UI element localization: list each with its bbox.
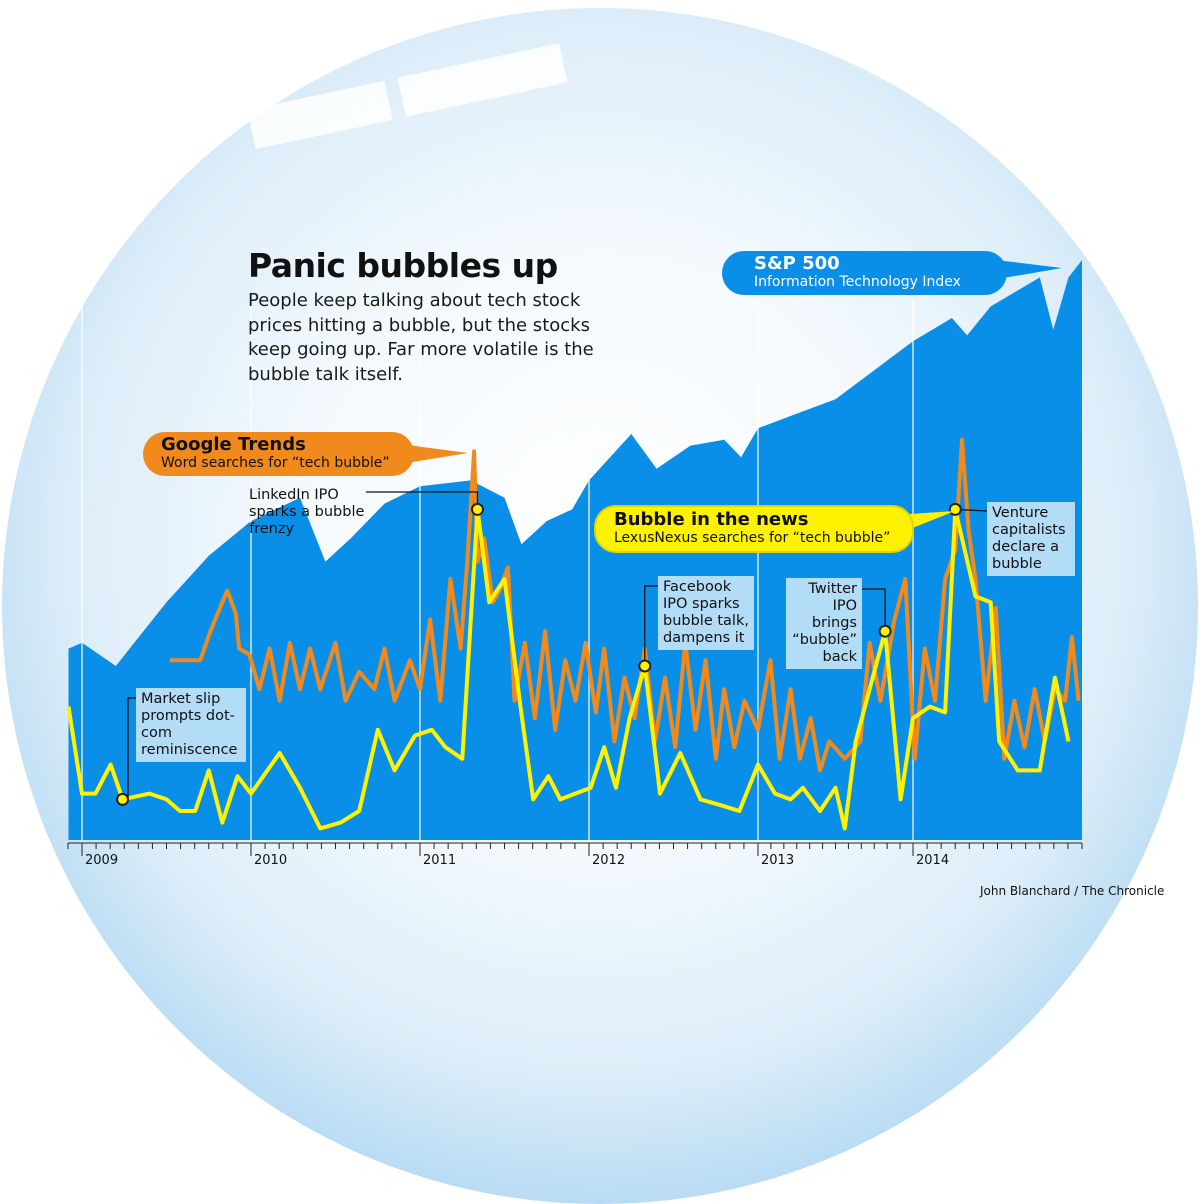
legend-news: Bubble in the news LexusNexus searches f… bbox=[594, 505, 914, 553]
legend-sublabel: Information Technology Index bbox=[754, 274, 961, 290]
annotation-leader bbox=[852, 588, 886, 632]
annotation-twitter: Twitter IPO brings “bubble” back bbox=[786, 578, 862, 669]
legend-sublabel: Word searches for “tech bubble” bbox=[161, 455, 390, 471]
annotation-dot bbox=[116, 792, 130, 806]
legend-sublabel: LexusNexus searches for “tech bubble” bbox=[614, 530, 891, 546]
x-axis bbox=[67, 842, 1083, 856]
google-trends-line bbox=[169, 437, 1081, 773]
x-tick-label-2011: 2011 bbox=[423, 853, 457, 868]
annotation-market-slip: Market slip prompts dot-com reminiscence bbox=[136, 688, 246, 762]
legend-label: Bubble in the news bbox=[614, 509, 809, 530]
x-tick-label-2013: 2013 bbox=[761, 853, 795, 868]
description: People keep talking about tech stock pri… bbox=[248, 290, 594, 385]
x-tick-label-2012: 2012 bbox=[592, 853, 626, 868]
credit: John Blanchard / The Chronicle bbox=[980, 884, 1165, 898]
annotation-dot bbox=[470, 502, 484, 516]
page-title: Panic bubbles up bbox=[248, 246, 558, 285]
annotation-dot bbox=[638, 659, 652, 673]
annotation-dot bbox=[878, 624, 892, 638]
google-trends-pointer bbox=[400, 444, 468, 464]
annotation-facebook: Facebook IPO sparks bubble talk, dampens… bbox=[658, 576, 754, 650]
x-tick-label-2010: 2010 bbox=[254, 853, 288, 868]
legend-google-trends: Google Trends Word searches for “tech bu… bbox=[143, 432, 414, 476]
x-tick-label-2014: 2014 bbox=[916, 853, 950, 868]
annotation-linkedin: LinkedIn IPO sparks a bubble frenzy bbox=[249, 487, 365, 537]
legend-sp500: S&P 500 Information Technology Index bbox=[722, 251, 1007, 295]
legend-label: Google Trends bbox=[161, 434, 306, 455]
annotation-leader bbox=[644, 585, 658, 666]
news-line bbox=[66, 507, 1071, 831]
x-tick-label-2009: 2009 bbox=[85, 853, 119, 868]
annotation-venture: Venture capitalists declare a bubble bbox=[987, 502, 1075, 576]
legend-label: S&P 500 bbox=[754, 253, 840, 274]
sp500-area bbox=[68, 260, 1083, 840]
annotation-dot bbox=[948, 502, 962, 516]
annotation-dots bbox=[116, 502, 962, 806]
chart bbox=[66, 258, 1083, 856]
